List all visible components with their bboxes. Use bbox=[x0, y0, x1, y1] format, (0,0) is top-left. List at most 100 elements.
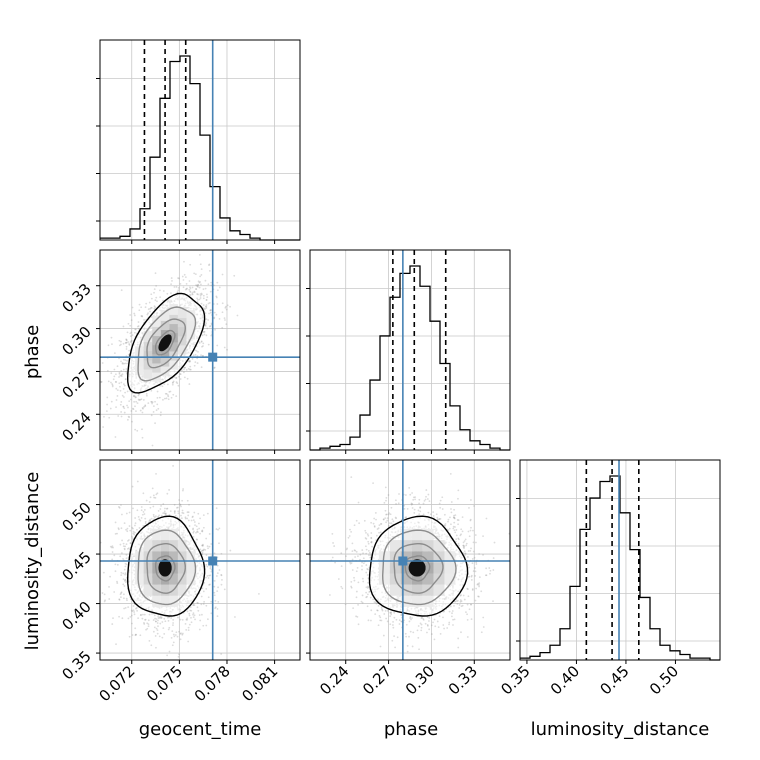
sample-point bbox=[139, 519, 142, 522]
sample-point bbox=[205, 587, 208, 590]
sample-point bbox=[190, 519, 193, 522]
sample-point bbox=[128, 539, 130, 541]
sample-point bbox=[114, 373, 117, 376]
sample-point bbox=[140, 509, 143, 512]
sample-point bbox=[188, 294, 191, 296]
sample-point bbox=[153, 496, 156, 499]
sample-point bbox=[200, 283, 202, 286]
sample-point bbox=[458, 607, 461, 609]
sample-point bbox=[197, 280, 200, 283]
sample-point bbox=[135, 606, 138, 609]
sample-point bbox=[183, 376, 186, 379]
sample-point bbox=[126, 331, 129, 334]
sample-point bbox=[177, 277, 179, 279]
sample-point bbox=[189, 368, 191, 371]
sample-point bbox=[117, 415, 120, 417]
sample-point bbox=[124, 565, 127, 568]
sample-point bbox=[154, 496, 157, 499]
sample-point bbox=[201, 587, 204, 590]
sample-point bbox=[122, 342, 125, 345]
sample-point bbox=[129, 398, 132, 401]
sample-point bbox=[130, 319, 133, 322]
sample-point bbox=[129, 542, 132, 545]
sample-point bbox=[233, 274, 236, 277]
sample-point bbox=[123, 384, 126, 387]
sample-point bbox=[149, 506, 152, 509]
sample-point bbox=[223, 346, 226, 349]
sample-point bbox=[183, 273, 186, 276]
sample-point bbox=[208, 263, 211, 266]
sample-point bbox=[152, 630, 155, 633]
sample-point bbox=[122, 545, 125, 548]
sample-point bbox=[156, 632, 159, 635]
sample-point bbox=[177, 510, 180, 513]
sample-point bbox=[196, 606, 199, 609]
sample-point bbox=[190, 609, 193, 612]
sample-point bbox=[159, 414, 162, 417]
sample-point bbox=[140, 506, 143, 508]
sample-point bbox=[180, 517, 183, 520]
sample-point bbox=[122, 542, 125, 545]
sample-point bbox=[197, 602, 199, 605]
sample-point bbox=[116, 365, 119, 368]
sample-point bbox=[166, 492, 169, 495]
sample-point bbox=[186, 499, 189, 502]
sample-point bbox=[422, 618, 425, 621]
sample-point bbox=[462, 594, 465, 597]
sample-point bbox=[385, 617, 388, 620]
sample-point bbox=[209, 325, 212, 327]
sample-point bbox=[197, 293, 199, 296]
sample-point bbox=[203, 308, 206, 311]
sample-point bbox=[130, 340, 133, 342]
sample-point bbox=[143, 509, 146, 511]
sample-point bbox=[202, 294, 205, 297]
joint-content bbox=[100, 460, 300, 660]
sample-point bbox=[223, 317, 226, 320]
histogram-step bbox=[310, 265, 510, 451]
sample-point bbox=[119, 374, 122, 377]
sample-point bbox=[178, 277, 181, 280]
sample-point bbox=[162, 398, 164, 401]
sample-point bbox=[218, 317, 221, 320]
sample-point bbox=[203, 330, 205, 333]
sample-point bbox=[420, 617, 423, 619]
sample-point bbox=[207, 618, 209, 621]
sample-point bbox=[124, 391, 127, 394]
sample-point bbox=[132, 394, 135, 397]
sample-point bbox=[172, 618, 175, 621]
sample-point bbox=[200, 340, 203, 343]
sample-point bbox=[202, 526, 205, 529]
sample-point bbox=[437, 626, 440, 629]
sample-point bbox=[207, 283, 210, 286]
sample-point bbox=[191, 293, 194, 296]
sample-point bbox=[158, 635, 161, 638]
sample-point bbox=[178, 653, 180, 656]
sample-point bbox=[192, 604, 194, 606]
sample-point bbox=[152, 619, 155, 621]
sample-point bbox=[370, 609, 373, 612]
sample-point bbox=[109, 407, 112, 410]
sample-point bbox=[135, 607, 137, 610]
sample-point bbox=[143, 622, 145, 624]
sample-point bbox=[224, 305, 227, 308]
sample-point bbox=[452, 516, 455, 519]
sample-point bbox=[143, 613, 146, 616]
sample-point bbox=[134, 328, 137, 331]
sample-point bbox=[133, 314, 136, 317]
sample-point bbox=[200, 354, 202, 357]
sample-point bbox=[220, 583, 223, 586]
sample-point bbox=[111, 545, 114, 548]
sample-point bbox=[186, 610, 189, 613]
sample-point bbox=[170, 277, 173, 279]
sample-point bbox=[181, 632, 184, 635]
sample-point bbox=[91, 428, 93, 430]
sample-point bbox=[191, 516, 194, 519]
sample-point bbox=[226, 348, 228, 351]
sample-point bbox=[203, 581, 206, 584]
sample-point bbox=[124, 573, 126, 576]
sample-point bbox=[161, 621, 164, 623]
sample-point bbox=[213, 594, 216, 597]
sample-point bbox=[123, 407, 126, 410]
sample-point bbox=[197, 284, 200, 287]
sample-point bbox=[157, 625, 159, 628]
